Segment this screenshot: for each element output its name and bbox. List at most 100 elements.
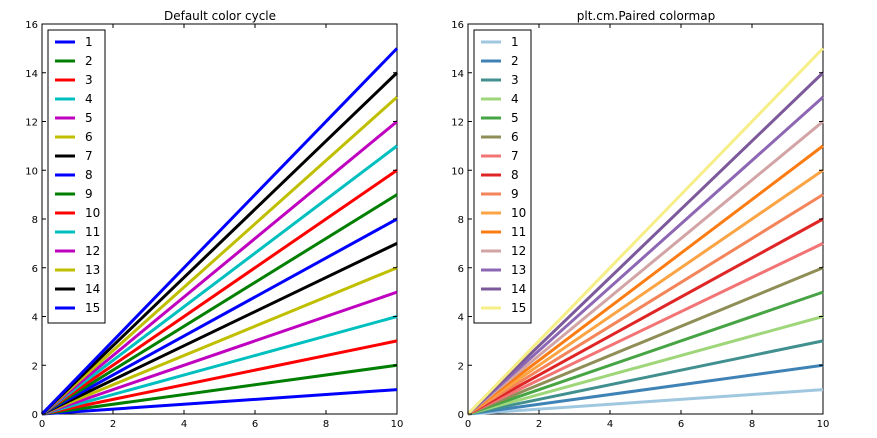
- x-tick-label: 0: [39, 419, 45, 430]
- legend-label-2: 2: [511, 54, 519, 68]
- series-lines: [466, 47, 825, 416]
- series-line-2: [467, 363, 824, 416]
- y-tick-label: 6: [32, 264, 38, 275]
- series-line-5: [41, 290, 398, 416]
- series-line-6: [467, 266, 824, 416]
- x-tick-label: 10: [391, 419, 404, 430]
- y-tick-label: 4: [458, 313, 464, 324]
- series-line-14: [466, 71, 825, 416]
- legend-label-13: 13: [511, 263, 526, 277]
- x-tick-label: 0: [465, 419, 471, 430]
- legend-label-1: 1: [511, 35, 519, 49]
- legend-label-4: 4: [511, 92, 519, 106]
- y-tick-label: 2: [32, 361, 38, 372]
- y-tick-label: 0: [32, 410, 38, 421]
- series-line-15: [466, 47, 825, 416]
- legend-label-7: 7: [85, 149, 93, 163]
- x-tick-label: 4: [181, 419, 187, 430]
- legend-label-4: 4: [85, 92, 93, 106]
- series-line-14: [40, 71, 399, 416]
- y-tick-label: 12: [451, 118, 464, 129]
- series-line-9: [41, 193, 398, 416]
- y-tick-label: 8: [458, 215, 464, 226]
- chart-title: plt.cm.Paired colormap: [577, 9, 715, 23]
- legend-label-10: 10: [85, 206, 100, 220]
- legend-label-6: 6: [85, 130, 93, 144]
- series-line-13: [41, 96, 398, 416]
- legend-label-3: 3: [511, 73, 519, 87]
- legend-label-10: 10: [511, 206, 526, 220]
- legend-label-9: 9: [85, 187, 93, 201]
- series-line-13: [467, 96, 824, 416]
- legend-label-14: 14: [511, 282, 526, 296]
- y-tick-label: 10: [25, 166, 38, 177]
- legend-label-15: 15: [85, 301, 100, 315]
- x-tick-label: 8: [323, 419, 329, 430]
- axes-default-color-cycle: Default color cycle 0 2 4 6 8 100246810121416…: [25, 9, 403, 430]
- y-tick-label: 8: [32, 215, 38, 226]
- series-line-4: [41, 315, 398, 416]
- y-tick-label: 2: [458, 361, 464, 372]
- x-tick-label: 4: [607, 419, 613, 430]
- x-tick-label: 6: [252, 419, 258, 430]
- series-line-3: [41, 339, 398, 416]
- series-line-1: [41, 388, 398, 416]
- x-tick-label: 10: [817, 419, 830, 430]
- y-tick-label: 10: [451, 166, 464, 177]
- y-tick-label: 12: [25, 118, 38, 129]
- legend-label-7: 7: [511, 149, 519, 163]
- series-line-5: [467, 290, 824, 416]
- series-line-7: [467, 242, 824, 416]
- series-line-10: [467, 169, 824, 416]
- series-line-6: [41, 266, 398, 416]
- series-line-11: [41, 144, 398, 416]
- series-line-8: [41, 217, 398, 416]
- y-tick-label: 0: [458, 410, 464, 421]
- legend-label-1: 1: [85, 35, 93, 49]
- series-line-10: [41, 169, 398, 416]
- y-tick-label: 4: [32, 313, 38, 324]
- legend-label-5: 5: [511, 111, 519, 125]
- legend-label-12: 12: [511, 244, 526, 258]
- y-tick-label: 14: [451, 69, 464, 80]
- y-tick-label: 14: [25, 69, 38, 80]
- series-line-3: [467, 339, 824, 416]
- legend-label-8: 8: [511, 168, 519, 182]
- series-line-15: [40, 47, 399, 416]
- legend-label-11: 11: [511, 225, 526, 239]
- series-line-2: [41, 363, 398, 416]
- legend-label-5: 5: [85, 111, 93, 125]
- y-tick-label: 16: [25, 20, 38, 31]
- legend-label-11: 11: [85, 225, 100, 239]
- axes-paired-colormap: plt.cm.Paired colormap 0 2 4 6 8 100246810121…: [451, 9, 829, 430]
- legend-label-2: 2: [85, 54, 93, 68]
- series-line-7: [41, 242, 398, 416]
- legend-label-13: 13: [85, 263, 100, 277]
- legend-label-6: 6: [511, 130, 519, 144]
- legend-label-15: 15: [511, 301, 526, 315]
- series-lines: [40, 47, 399, 416]
- series-line-11: [467, 144, 824, 416]
- x-tick-label: 2: [536, 419, 542, 430]
- y-tick-label: 16: [451, 20, 464, 31]
- series-line-8: [467, 217, 824, 416]
- y-tick-label: 6: [458, 264, 464, 275]
- series-line-9: [467, 193, 824, 416]
- legend-label-8: 8: [85, 168, 93, 182]
- legend-label-12: 12: [85, 244, 100, 258]
- x-tick-label: 8: [749, 419, 755, 430]
- series-line-4: [467, 315, 824, 416]
- legend-label-3: 3: [85, 73, 93, 87]
- chart-title: Default color cycle: [164, 9, 276, 23]
- x-tick-label: 6: [678, 419, 684, 430]
- series-line-12: [467, 120, 824, 416]
- series-line-12: [41, 120, 398, 416]
- legend-label-14: 14: [85, 282, 100, 296]
- x-tick-label: 2: [110, 419, 116, 430]
- series-line-1: [467, 388, 824, 416]
- legend-label-9: 9: [511, 187, 519, 201]
